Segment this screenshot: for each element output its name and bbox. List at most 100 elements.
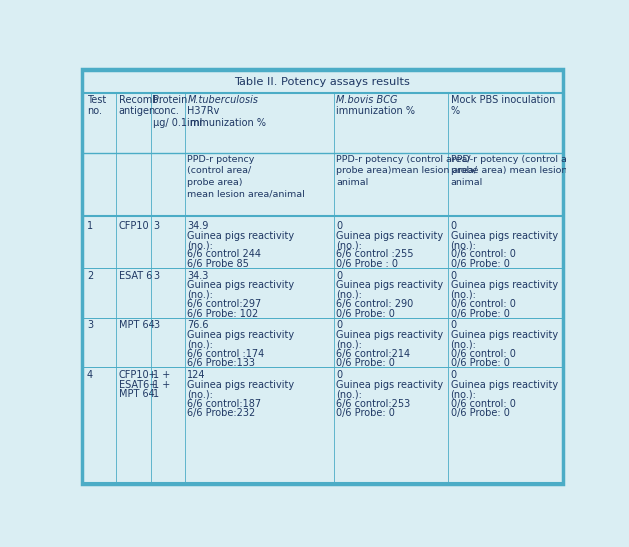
Text: Guinea pigs reactivity: Guinea pigs reactivity <box>336 330 443 340</box>
Text: (control area/: (control area/ <box>187 166 252 175</box>
Text: 6/6 Probe:133: 6/6 Probe:133 <box>187 358 255 368</box>
Text: 0/6 Probe: 0: 0/6 Probe: 0 <box>336 309 395 319</box>
Text: 0/6 Probe: 0: 0/6 Probe: 0 <box>450 259 509 269</box>
Text: 0: 0 <box>450 221 457 231</box>
Text: 0/6 control: 0: 0/6 control: 0 <box>450 249 515 259</box>
Text: (no.):: (no.): <box>450 290 476 300</box>
Text: Guinea pigs reactivity: Guinea pigs reactivity <box>336 230 443 241</box>
Text: Guinea pigs reactivity: Guinea pigs reactivity <box>450 380 558 389</box>
Text: Guinea pigs reactivity: Guinea pigs reactivity <box>187 280 294 290</box>
Text: ESAT 6: ESAT 6 <box>119 271 152 281</box>
Text: PPD-r potency: PPD-r potency <box>187 155 255 164</box>
Text: (no.):: (no.): <box>450 240 476 250</box>
Text: CFP10+: CFP10+ <box>119 370 157 380</box>
Text: 6/6 control:214: 6/6 control:214 <box>336 349 410 359</box>
Text: Table II. Potency assays results: Table II. Potency assays results <box>235 77 410 86</box>
Text: Mock PBS inoculation: Mock PBS inoculation <box>450 95 555 105</box>
Text: 1 +: 1 + <box>153 380 170 389</box>
Text: H37Rv: H37Rv <box>187 107 220 117</box>
Text: 0/6 Probe: 0: 0/6 Probe: 0 <box>450 408 509 418</box>
Text: Guinea pigs reactivity: Guinea pigs reactivity <box>450 330 558 340</box>
Text: 6/6 control :174: 6/6 control :174 <box>187 349 265 359</box>
Text: Test: Test <box>87 95 106 105</box>
Text: (no.):: (no.): <box>187 339 213 350</box>
Text: immunization %: immunization % <box>336 107 415 117</box>
Text: (no.):: (no.): <box>336 290 362 300</box>
Text: MPT 64: MPT 64 <box>119 321 154 330</box>
Text: MPT 64: MPT 64 <box>119 389 154 399</box>
Text: Guinea pigs reactivity: Guinea pigs reactivity <box>336 280 443 290</box>
Text: (no.):: (no.): <box>450 389 476 399</box>
Text: Protein: Protein <box>153 95 187 105</box>
Text: 6/6 control: 290: 6/6 control: 290 <box>336 299 413 309</box>
Text: 0: 0 <box>450 370 457 380</box>
Text: (no.):: (no.): <box>336 339 362 350</box>
Text: animal: animal <box>336 178 368 187</box>
Text: (no.):: (no.): <box>187 389 213 399</box>
Text: 0: 0 <box>450 321 457 330</box>
Text: 34.3: 34.3 <box>187 271 209 281</box>
Text: (no.):: (no.): <box>187 240 213 250</box>
Text: Guinea pigs reactivity: Guinea pigs reactivity <box>450 280 558 290</box>
Text: M.tuberculosis: M.tuberculosis <box>187 95 259 105</box>
Text: (no.):: (no.): <box>187 290 213 300</box>
Text: (no.):: (no.): <box>450 339 476 350</box>
Text: 3: 3 <box>153 271 159 281</box>
Text: 0/6 control: 0: 0/6 control: 0 <box>450 299 515 309</box>
Text: probe area) mean lesion area/: probe area) mean lesion area/ <box>450 166 594 175</box>
Text: 34.9: 34.9 <box>187 221 209 231</box>
Text: CFP10: CFP10 <box>119 221 149 231</box>
Text: 6/6 control:253: 6/6 control:253 <box>336 399 410 409</box>
Text: (no.):: (no.): <box>336 240 362 250</box>
Text: Guinea pigs reactivity: Guinea pigs reactivity <box>336 380 443 389</box>
Text: 0/6 control: 0: 0/6 control: 0 <box>450 399 515 409</box>
Text: 1 +: 1 + <box>153 370 170 380</box>
Text: 0: 0 <box>336 370 342 380</box>
Text: μg/ 0.1 ml: μg/ 0.1 ml <box>153 118 203 128</box>
Text: Guinea pigs reactivity: Guinea pigs reactivity <box>187 330 294 340</box>
Text: 6/6 control :255: 6/6 control :255 <box>336 249 413 259</box>
Text: immunization %: immunization % <box>187 118 266 128</box>
Text: 0: 0 <box>450 271 457 281</box>
Text: 0: 0 <box>336 221 342 231</box>
Text: probe area)mean lesion area/: probe area)mean lesion area/ <box>336 166 477 175</box>
Text: ESAT6+: ESAT6+ <box>119 380 157 389</box>
Text: Guinea pigs reactivity: Guinea pigs reactivity <box>187 230 294 241</box>
Text: 3: 3 <box>87 321 93 330</box>
Text: animal: animal <box>450 178 483 187</box>
Text: PPD-r potency (control area/: PPD-r potency (control area/ <box>450 155 585 164</box>
Text: (no.):: (no.): <box>336 389 362 399</box>
Text: 0: 0 <box>336 321 342 330</box>
Text: M.bovis BCG: M.bovis BCG <box>336 95 398 105</box>
Text: Guinea pigs reactivity: Guinea pigs reactivity <box>187 380 294 389</box>
Text: probe area): probe area) <box>187 178 243 187</box>
Text: 76.6: 76.6 <box>187 321 209 330</box>
Text: 0: 0 <box>336 271 342 281</box>
Text: 0/6 Probe: 0: 0/6 Probe: 0 <box>450 358 509 368</box>
Text: 3: 3 <box>153 321 159 330</box>
Text: 6/6 control 244: 6/6 control 244 <box>187 249 261 259</box>
Text: %: % <box>450 107 460 117</box>
Text: antigen: antigen <box>119 107 156 117</box>
Text: Recomb.: Recomb. <box>119 95 161 105</box>
Text: 0/6 Probe: 0: 0/6 Probe: 0 <box>336 408 395 418</box>
FancyBboxPatch shape <box>82 68 563 484</box>
Text: 2: 2 <box>87 271 93 281</box>
Text: 1: 1 <box>87 221 93 231</box>
Text: Guinea pigs reactivity: Guinea pigs reactivity <box>450 230 558 241</box>
Text: 6/6 control:297: 6/6 control:297 <box>187 299 262 309</box>
Text: 0/6 control: 0: 0/6 control: 0 <box>450 349 515 359</box>
Text: 0/6 Probe : 0: 0/6 Probe : 0 <box>336 259 398 269</box>
Text: mean lesion area/animal: mean lesion area/animal <box>187 189 305 198</box>
Text: PPD-r potency (control area/: PPD-r potency (control area/ <box>336 155 470 164</box>
Text: 1: 1 <box>153 389 159 399</box>
Text: 0/6 Probe: 0: 0/6 Probe: 0 <box>450 309 509 319</box>
Text: conc.: conc. <box>153 107 179 117</box>
Text: 3: 3 <box>153 221 159 231</box>
Text: 6/6 Probe:232: 6/6 Probe:232 <box>187 408 255 418</box>
Text: 6/6 Probe 85: 6/6 Probe 85 <box>187 259 249 269</box>
Text: 6/6 control:187: 6/6 control:187 <box>187 399 262 409</box>
Text: no.: no. <box>87 107 102 117</box>
Text: 6/6 Probe: 102: 6/6 Probe: 102 <box>187 309 259 319</box>
Text: 124: 124 <box>187 370 206 380</box>
